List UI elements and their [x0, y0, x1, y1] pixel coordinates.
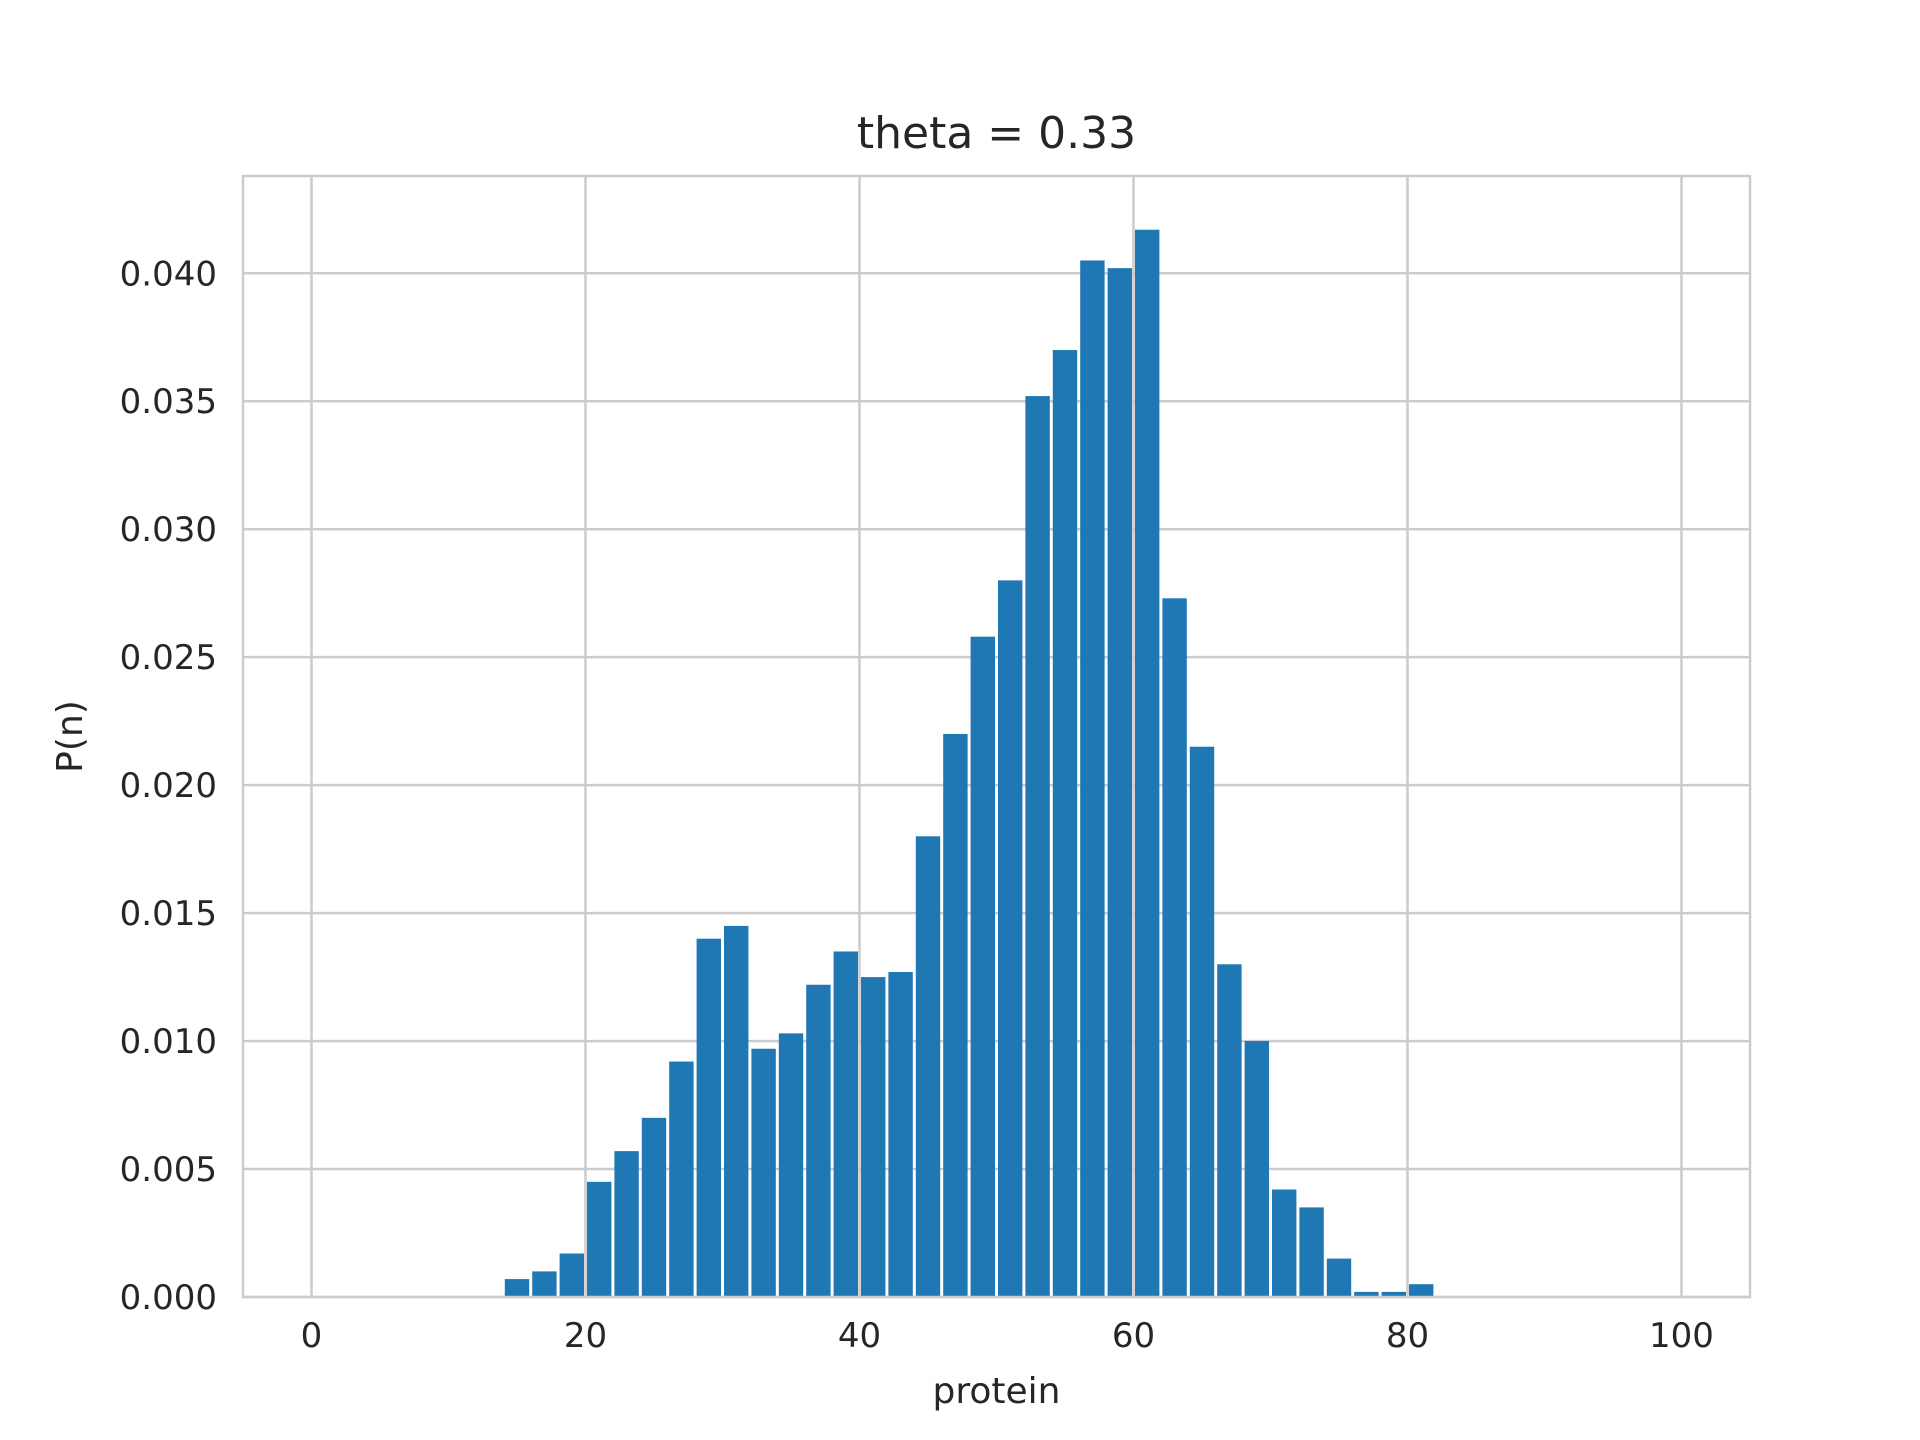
chart-title: theta = 0.33: [857, 108, 1136, 159]
histogram-bar: [998, 580, 1023, 1297]
y-axis-label: P(n): [50, 700, 91, 773]
histogram-bar: [614, 1151, 639, 1297]
y-tick-label: 0.015: [120, 894, 217, 934]
histogram-bar: [641, 1117, 667, 1297]
histogram-bar: [696, 938, 721, 1297]
histogram-bar: [1381, 1291, 1406, 1297]
histogram-bar: [559, 1253, 584, 1297]
x-tick-label: 100: [1649, 1316, 1714, 1356]
histogram-bar: [970, 636, 995, 1297]
histogram-bar: [587, 1181, 612, 1297]
x-tick-label: 20: [564, 1316, 607, 1356]
x-tick-label: 80: [1386, 1316, 1429, 1356]
histogram-bar: [1299, 1207, 1324, 1297]
histogram-bar: [1107, 268, 1132, 1298]
y-tick-label: 0.030: [120, 510, 217, 550]
plot-frame: [241, 174, 1752, 1299]
histogram-bar: [915, 836, 941, 1297]
histogram-bar: [1135, 229, 1160, 1297]
histogram-bar: [532, 1271, 557, 1297]
histogram-bar: [778, 1033, 804, 1297]
histogram-bar: [833, 951, 858, 1297]
y-tick-label: 0.040: [120, 254, 217, 294]
histogram-bar: [888, 971, 913, 1297]
y-tick-label: 0.010: [120, 1022, 217, 1062]
histogram-bar: [1272, 1189, 1297, 1297]
histogram-bar: [861, 977, 886, 1297]
histogram-bar: [1244, 1041, 1269, 1297]
histogram-bar: [1052, 350, 1078, 1298]
y-tick-label: 0.020: [120, 766, 217, 806]
histogram-bar: [751, 1048, 776, 1297]
x-axis-label: protein: [933, 1371, 1061, 1412]
histogram-bar: [724, 925, 749, 1297]
x-tick-label: 0: [301, 1316, 323, 1356]
histogram-bar: [806, 984, 831, 1297]
histogram-bar: [1162, 598, 1187, 1297]
histogram-bar: [1189, 746, 1215, 1297]
histogram-bar: [1326, 1258, 1352, 1297]
x-tick-labels: 0 20 40 60 80 100: [301, 1316, 1714, 1356]
y-tick-labels: 0.000 0.005 0.010 0.015 0.020 0.025 0.030 0.035…: [120, 254, 217, 1318]
histogram-bar: [943, 733, 968, 1297]
x-tick-label: 40: [838, 1316, 881, 1356]
histogram-bar: [504, 1279, 530, 1297]
y-tick-label: 0.025: [120, 638, 217, 678]
y-tick-label: 0.035: [120, 382, 217, 422]
x-tick-label: 60: [1112, 1316, 1155, 1356]
histogram-bar: [669, 1061, 694, 1297]
y-tick-label: 0.000: [120, 1278, 217, 1318]
y-tick-label: 0.005: [120, 1150, 217, 1190]
histogram-bar: [1409, 1284, 1434, 1297]
histogram-bar: [1025, 396, 1050, 1298]
grid-lines: [243, 176, 1750, 1299]
histogram-bar: [1217, 964, 1242, 1297]
bars-group: [504, 229, 1434, 1298]
histogram-bar: [1354, 1291, 1379, 1297]
histogram-bar: [1080, 260, 1105, 1298]
